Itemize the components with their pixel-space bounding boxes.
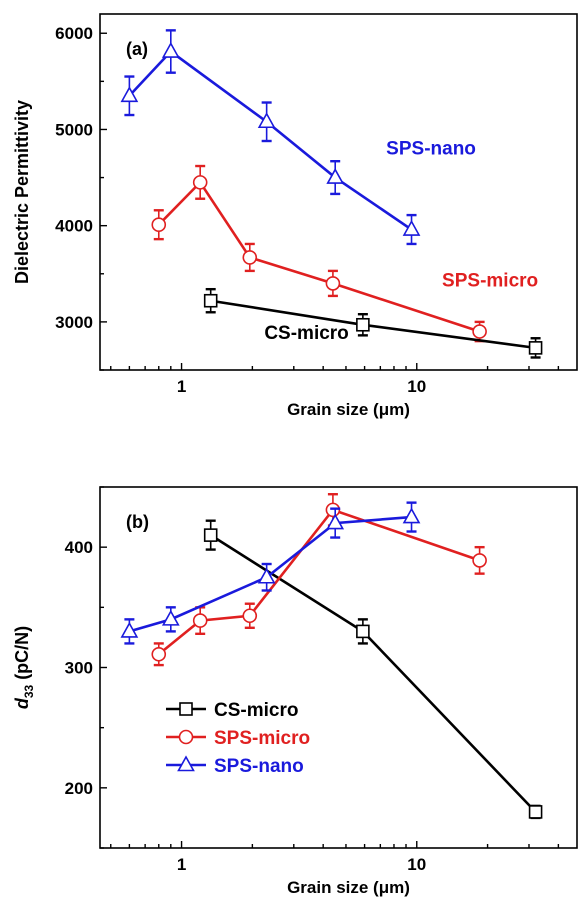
data-point — [325, 502, 341, 518]
data-point — [528, 341, 543, 355]
data-point — [161, 41, 180, 58]
data-point — [203, 528, 218, 542]
chart-panel-a: 3000 4000 5000 6000 1 10 Grain size (μm) Dielec… — [12, 13, 578, 419]
series-line — [157, 180, 481, 333]
x-tick-label: 10 — [407, 855, 426, 874]
legend: CS-micro SPS-micro SPS-nano — [166, 700, 310, 777]
data-point — [161, 609, 180, 626]
series-sps-nano — [120, 501, 421, 645]
data-point — [242, 250, 258, 265]
data-point — [257, 112, 276, 129]
data-point — [326, 513, 345, 530]
x-tick-label: 1 — [177, 377, 186, 396]
y-axis-label-subscript: 33 — [22, 684, 36, 698]
plot-frame — [99, 13, 578, 371]
series-cs-micro — [203, 287, 543, 359]
y-axis-label: d33 (pC/N) — [12, 626, 36, 709]
plot-frame — [99, 486, 578, 849]
legend-label: SPS-micro — [214, 728, 310, 749]
data-point — [257, 567, 276, 584]
data-point — [402, 507, 421, 524]
x-tick-label: 10 — [407, 377, 426, 396]
x-axis-label: Grain size (μm) — [287, 400, 410, 419]
data-point — [528, 805, 543, 819]
y-tick-label: 6000 — [55, 24, 93, 43]
data-point — [472, 553, 487, 568]
data-point — [203, 293, 218, 308]
legend-label: SPS-nano — [214, 756, 304, 777]
series-line — [210, 299, 536, 350]
series-annotation: SPS-micro — [442, 270, 538, 291]
series-sps-micro — [151, 164, 487, 343]
y-tick-label: 400 — [65, 538, 93, 557]
series-annotation: CS-micro — [264, 323, 348, 344]
data-point — [472, 324, 487, 339]
x-tick-label: 1 — [177, 855, 186, 874]
series-cs-micro — [203, 519, 543, 820]
y-axis-label-symbol: d — [12, 697, 32, 709]
y-axis-label: Dielectric Permittivity — [12, 100, 32, 284]
data-point — [151, 217, 167, 233]
series-sps-micro — [151, 493, 487, 667]
data-point — [326, 167, 345, 184]
legend-marker — [177, 755, 195, 772]
data-point — [356, 624, 370, 639]
data-point — [402, 219, 421, 236]
data-point — [325, 276, 341, 291]
series-sps-nano — [120, 29, 421, 246]
x-axis-label: Grain size (μm) — [287, 878, 410, 897]
data-point — [356, 317, 370, 332]
data-point — [151, 646, 167, 662]
y-tick-label: 200 — [65, 779, 93, 798]
y-axis-label-unit: (pC/N) — [12, 626, 32, 685]
panel-label: (b) — [126, 512, 149, 532]
y-tick-label: 5000 — [55, 120, 93, 139]
data-point — [192, 613, 208, 628]
legend-label: CS-micro — [214, 700, 298, 721]
data-point — [192, 175, 208, 190]
y-tick-label: 4000 — [55, 217, 93, 236]
data-point — [242, 608, 258, 624]
data-point — [120, 86, 139, 103]
chart-panel-b: 200 300 400 1 10 Grain size (μm) d33 (pC/N) (b)… — [12, 486, 578, 897]
y-tick-label: 300 — [65, 659, 93, 678]
panel-label: (a) — [126, 39, 148, 59]
legend-marker — [178, 729, 194, 745]
series-annotation: SPS-nano — [386, 138, 476, 159]
data-point — [120, 621, 139, 638]
y-tick-label: 3000 — [55, 313, 93, 332]
legend-marker — [179, 702, 193, 716]
